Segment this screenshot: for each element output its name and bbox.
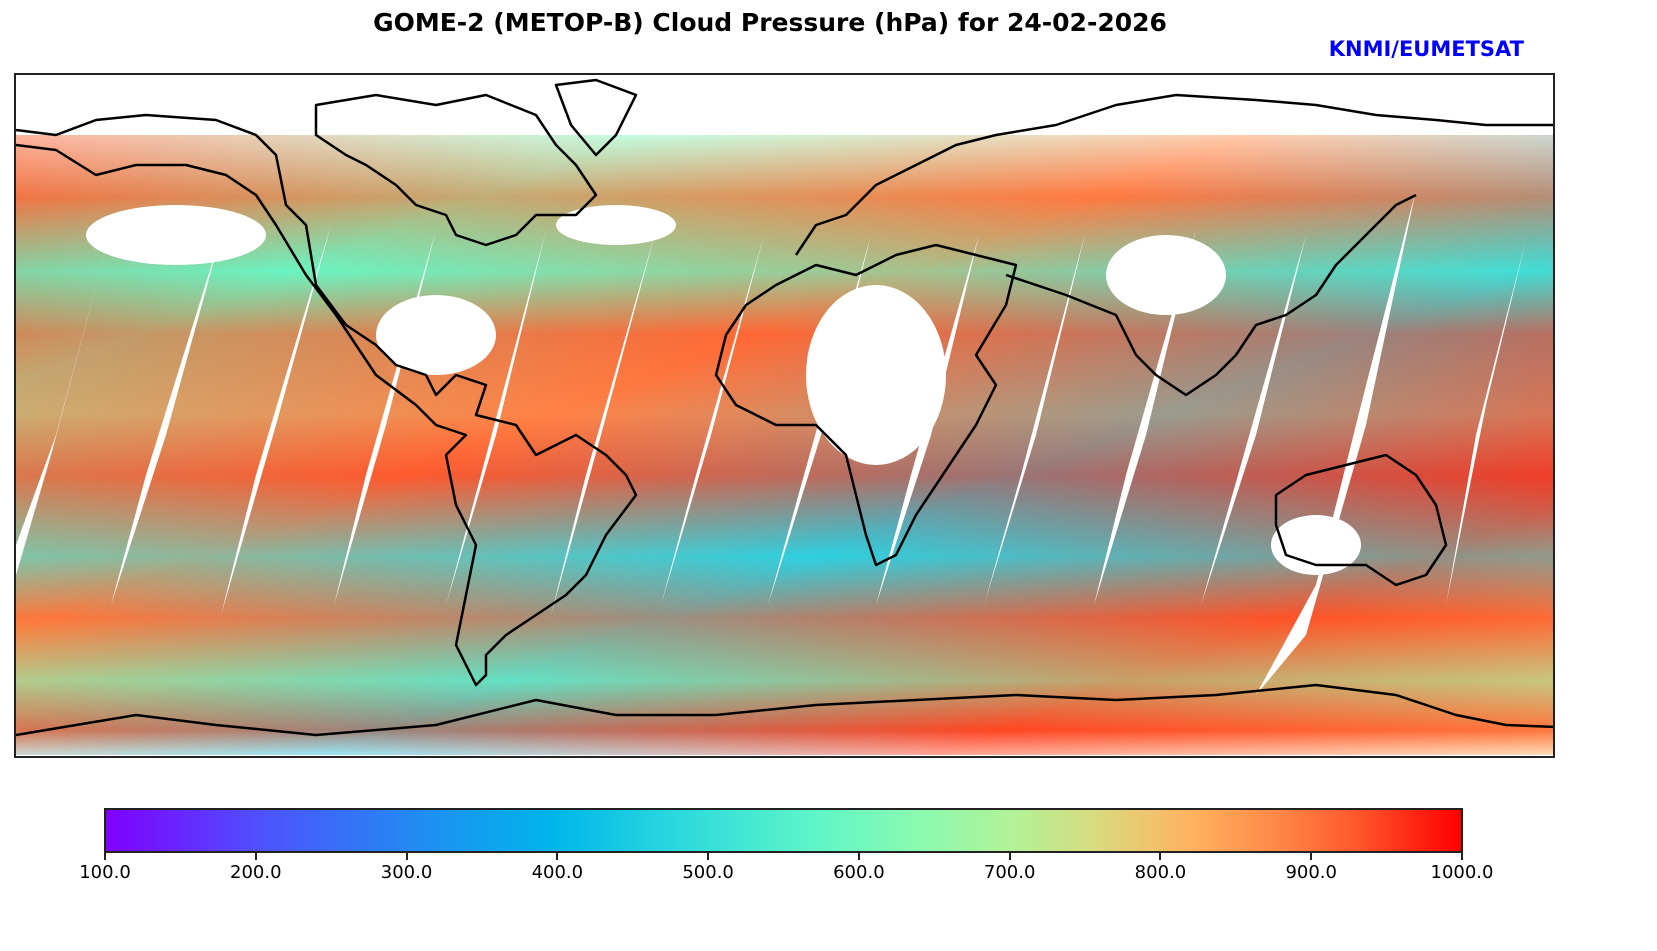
white-patches — [86, 205, 1361, 575]
colorbar-tick-label: 200.0 — [230, 862, 282, 883]
colorbar-tick-label: 900.0 — [1285, 862, 1337, 883]
arctic-blank — [16, 75, 1553, 123]
colorbar-tick-label: 100.0 — [79, 862, 131, 883]
colorbar-tick — [1159, 853, 1162, 860]
map-title: GOME-2 (METOP-B) Cloud Pressure (hPa) fo… — [373, 8, 1167, 37]
colorbar-tick-label: 700.0 — [983, 862, 1036, 883]
colorbar-tick-label: 500.0 — [682, 862, 734, 883]
colorbar-tick — [254, 853, 257, 860]
colorbar-tick-label: 1000.0 — [1430, 862, 1494, 883]
colorbar-tick — [857, 853, 860, 860]
colorbar-tick-label: 800.0 — [1134, 862, 1187, 883]
colorbar-tick-label: 400.0 — [531, 862, 584, 883]
swath-gaps — [16, 190, 1526, 695]
map-panel — [14, 73, 1555, 758]
data-field-overlay — [16, 135, 1553, 755]
colorbar-tick-label: 600.0 — [833, 862, 885, 883]
credit-label: KNMI/EUMETSAT — [1328, 37, 1524, 61]
colorbar-tick — [1008, 853, 1011, 860]
colorbar-tick — [1310, 853, 1313, 860]
coastlines — [16, 78, 1553, 737]
colorbar-tick — [1461, 853, 1463, 860]
colorbar-tick-label: 300.0 — [380, 862, 433, 883]
cloud-pressure-map — [16, 75, 1553, 755]
colorbar-tick — [707, 853, 710, 860]
colorbar-tick — [405, 853, 408, 860]
colorbar-tick — [104, 853, 106, 860]
colorbar — [104, 808, 1463, 853]
colorbar-tick — [556, 853, 559, 860]
